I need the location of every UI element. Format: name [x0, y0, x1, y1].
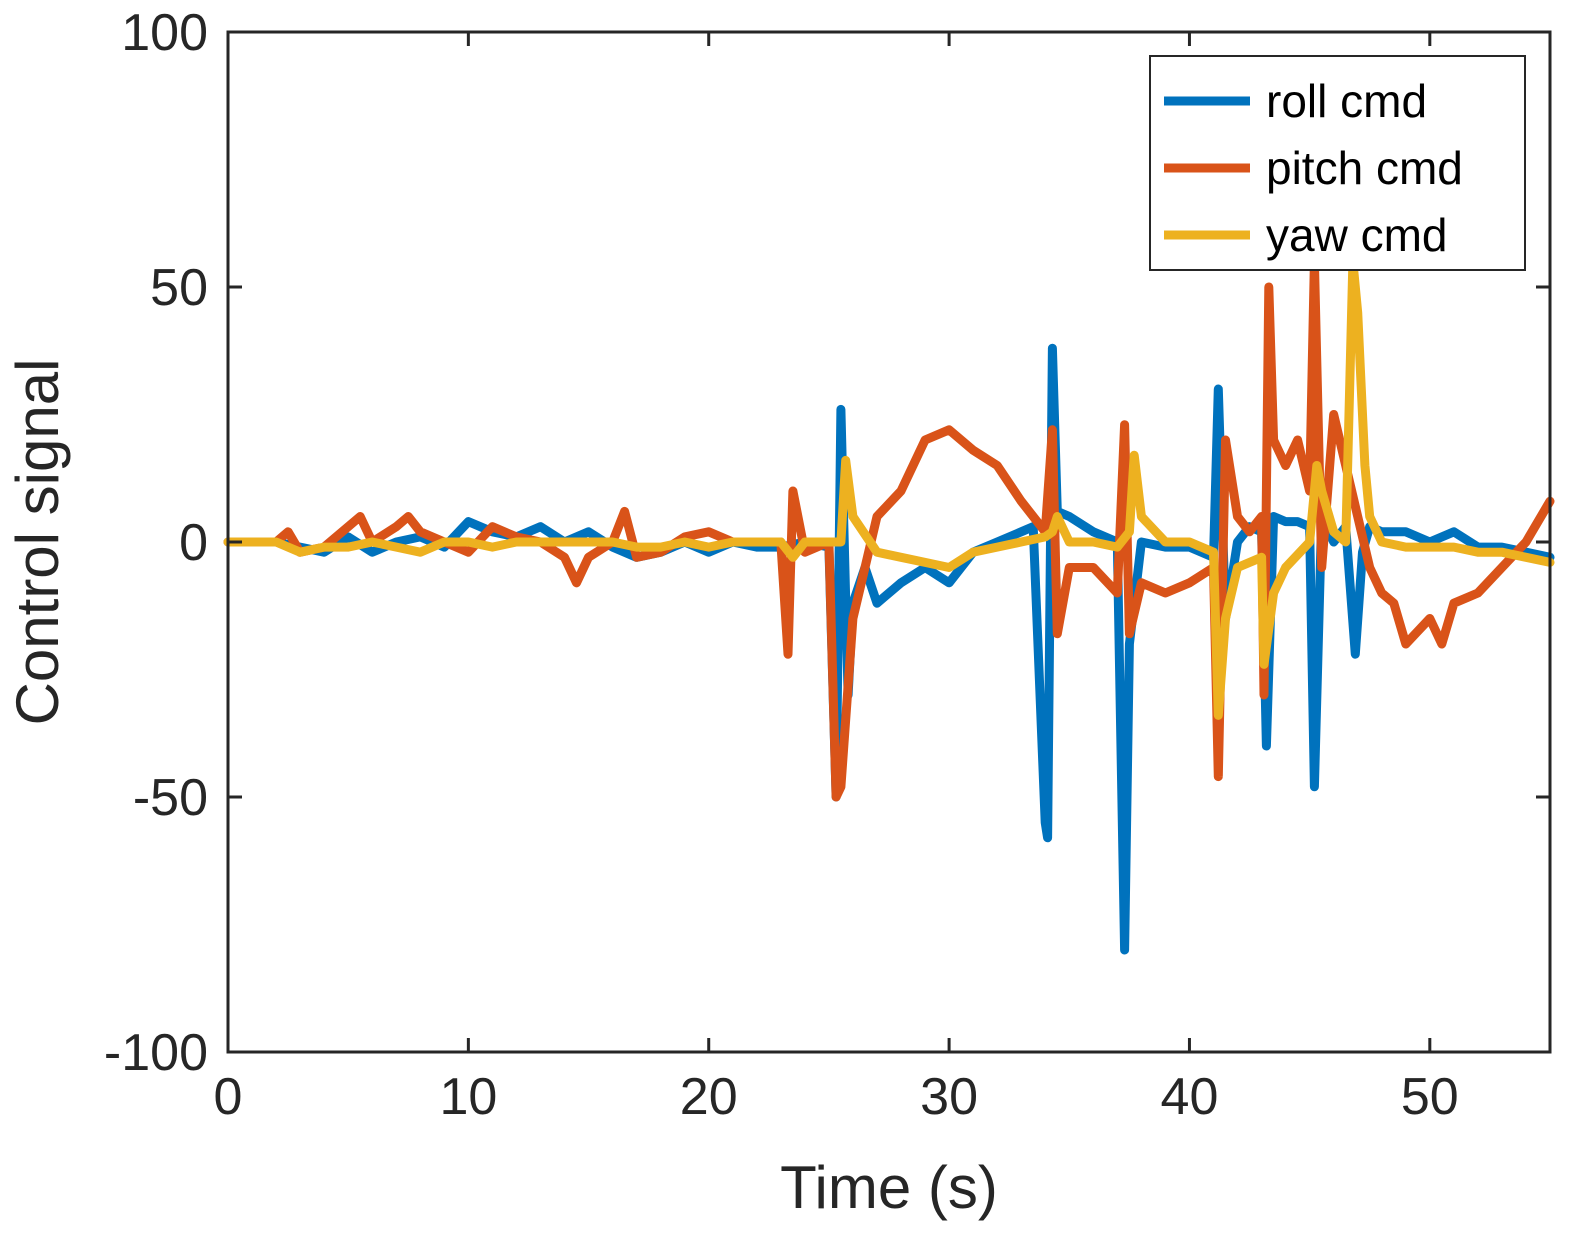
x-tick-label: 20 — [680, 1068, 738, 1126]
x-tick-label: 50 — [1401, 1068, 1459, 1126]
y-tick-label: -50 — [133, 769, 208, 827]
legend-label: roll cmd — [1266, 75, 1427, 127]
y-tick-label: -100 — [104, 1024, 208, 1082]
x-tick-label: 10 — [439, 1068, 497, 1126]
y-axis-label: Control signal — [4, 359, 71, 726]
x-tick-label: 0 — [214, 1068, 243, 1126]
x-tick-label: 30 — [920, 1068, 978, 1126]
y-axis-ticks: -100 -50 0 50 100 — [104, 4, 1550, 1082]
x-tick-label: 40 — [1161, 1068, 1219, 1126]
legend: roll cmd pitch cmd yaw cmd — [1149, 55, 1526, 271]
series-layer — [223, 257, 1555, 955]
legend-label: pitch cmd — [1266, 142, 1463, 194]
legend-label: yaw cmd — [1266, 209, 1447, 261]
x-axis-ticks: 0 10 20 30 40 50 — [214, 32, 1459, 1126]
y-tick-label: 50 — [150, 259, 208, 317]
y-tick-label: 0 — [179, 514, 208, 572]
x-axis-label: Time (s) — [780, 1154, 998, 1221]
series-line-pitch-cmd — [223, 257, 1555, 802]
y-tick-label: 100 — [121, 4, 208, 62]
series-line-yaw-cmd — [223, 257, 1555, 720]
